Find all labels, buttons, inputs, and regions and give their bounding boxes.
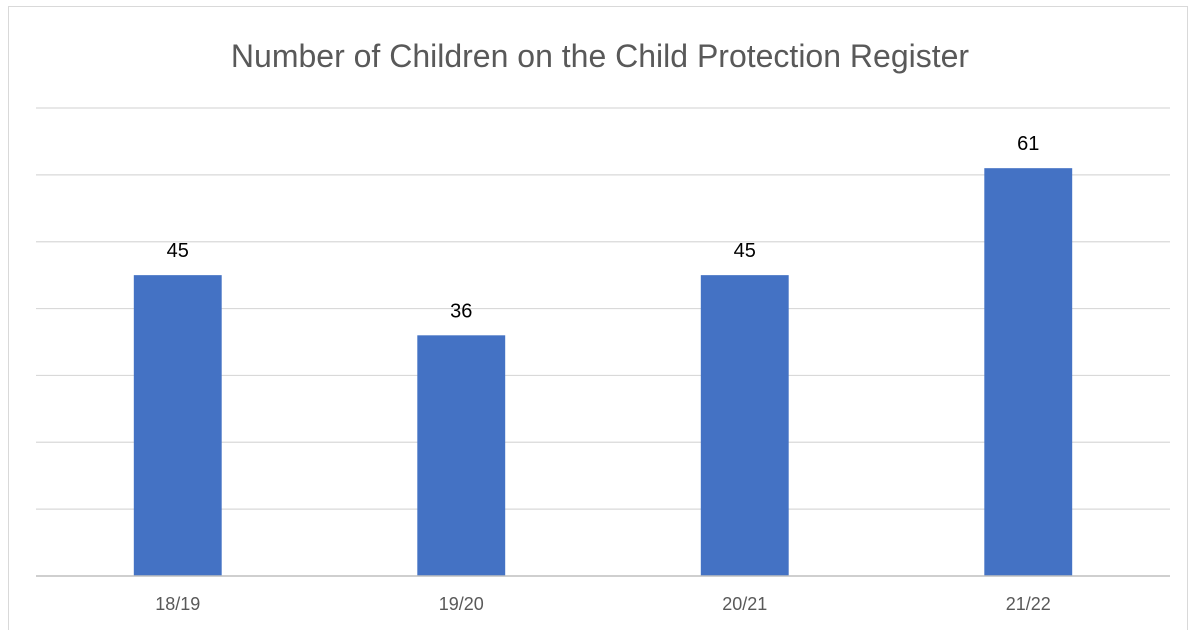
data-label-20-21: 45 — [734, 240, 756, 262]
x-tick-21-22: 21/22 — [1006, 594, 1051, 614]
bar-21-22 — [984, 168, 1073, 576]
bar-19-20 — [417, 335, 506, 576]
bars — [133, 168, 1073, 576]
data-label-21-22: 61 — [1017, 133, 1039, 155]
x-tick-19-20: 19/20 — [439, 594, 484, 614]
x-axis-tick-labels: 18/19 19/20 20/21 21/22 — [155, 594, 1051, 614]
bar-20-21 — [700, 275, 789, 576]
x-tick-20-21: 20/21 — [722, 594, 767, 614]
gridlines — [36, 107, 1170, 510]
x-tick-18-19: 18/19 — [155, 594, 200, 614]
bar-18-19 — [133, 275, 222, 576]
data-label-19-20: 36 — [450, 300, 472, 322]
data-label-18-19: 45 — [167, 240, 189, 262]
data-labels: 45 36 45 61 — [167, 133, 1040, 322]
chart-title: Number of Children on the Child Protecti… — [231, 38, 969, 74]
